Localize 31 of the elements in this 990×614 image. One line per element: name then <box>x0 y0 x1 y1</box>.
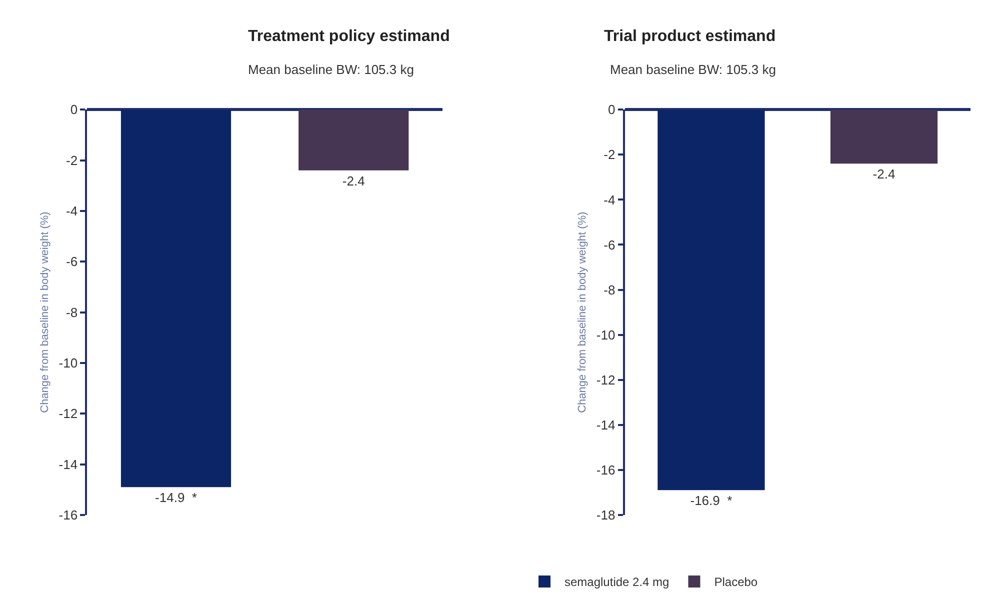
chart-title: Treatment policy estimand <box>248 28 450 45</box>
chart-subtitle: Mean baseline BW: 105.3 kg <box>248 62 414 77</box>
y-tick-label: -12 <box>58 406 78 422</box>
y-tick-label: -14 <box>58 456 78 472</box>
y-tick-label: -18 <box>596 507 616 522</box>
y-tick-label: -6 <box>66 254 78 270</box>
y-tick-label: -16 <box>58 507 78 522</box>
data-label: -2.4 <box>342 173 365 188</box>
y-tick-label: -10 <box>596 327 616 342</box>
data-label: -14.9 * <box>155 490 197 506</box>
y-tick-label: -12 <box>596 372 616 388</box>
y-tick-label: -10 <box>58 356 78 370</box>
y-tick-label: -4 <box>604 192 616 208</box>
chart-subtitle: Mean baseline BW: 105.3 kg <box>610 62 776 77</box>
y-tick-label: -16 <box>596 462 616 478</box>
y-tick-label: 0 <box>70 102 78 118</box>
y-tick-label: -14 <box>596 417 616 432</box>
chart-title: Trial product estimand <box>604 28 776 45</box>
y-tick-label: -2 <box>604 147 616 162</box>
y-tick-label: -2 <box>66 152 78 168</box>
y-axis-title: Change from baseline in body weight (%) <box>576 212 589 413</box>
y-tick-label: -6 <box>604 237 616 252</box>
y-tick-label: -4 <box>66 204 78 219</box>
y-tick-label: -8 <box>66 304 78 320</box>
legend-label: semaglutide 2.4 mg <box>564 575 670 590</box>
data-label: -16.9 * <box>690 493 732 508</box>
y-axis-title: Change from baseline in body weight (%) <box>38 212 51 413</box>
data-label: -2.4 <box>872 166 896 182</box>
y-tick-label: -8 <box>604 282 616 298</box>
legend-label: Placebo <box>714 575 758 590</box>
y-tick-label: 0 <box>608 102 616 118</box>
